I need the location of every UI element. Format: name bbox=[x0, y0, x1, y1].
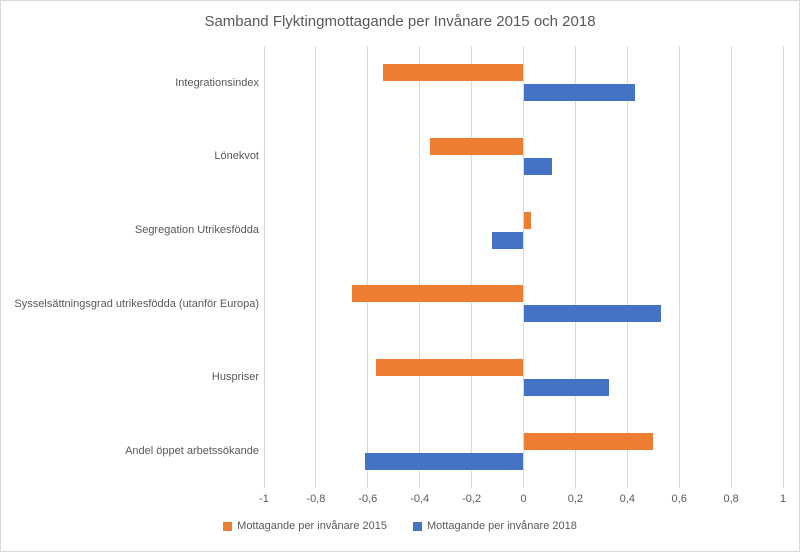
legend-label-2018: Mottagande per invånare 2018 bbox=[427, 520, 577, 532]
legend-swatch-2015-icon bbox=[223, 521, 233, 531]
legend-label-2015: Mottagande per invånare 2015 bbox=[237, 520, 387, 532]
x-tick-label: 0,4 bbox=[619, 493, 635, 505]
x-tick-label: 0,2 bbox=[567, 493, 584, 505]
category-label: Andel öppet arbetssökande bbox=[125, 445, 259, 458]
x-tick-label: -1 bbox=[259, 493, 269, 505]
x-tick-label: 0,8 bbox=[723, 493, 739, 505]
x-tick-label: 1 bbox=[779, 493, 787, 505]
x-axis: -1 -0,8 -0,6 -0,4 -0,2 0 0,2 0,4 0,6 0,8 1 bbox=[259, 493, 787, 509]
legend-item-2018: Mottagande per invånare 2018 bbox=[413, 520, 577, 532]
category-label: Huspriser bbox=[211, 371, 259, 384]
gridline bbox=[523, 46, 524, 488]
bar-row bbox=[264, 414, 783, 488]
bar-mottagande-per-invånare-2015[interactable] bbox=[523, 211, 532, 229]
x-tick-label: -0,8 bbox=[306, 493, 326, 505]
bar-row bbox=[264, 193, 783, 267]
bar-mottagande-per-invånare-2018[interactable] bbox=[523, 157, 553, 175]
category-label: Sysselsättningsgrad utrikesfödda (utanfö… bbox=[14, 297, 259, 310]
x-tick-label: -0,6 bbox=[358, 493, 378, 505]
legend-item-2015: Mottagande per invånare 2015 bbox=[223, 520, 387, 532]
x-tick-label: 0 bbox=[520, 493, 527, 505]
bar-mottagande-per-invånare-2015[interactable] bbox=[352, 285, 524, 303]
x-tick-label: 0,6 bbox=[671, 493, 687, 505]
bar-mottagande-per-invånare-2015[interactable] bbox=[375, 358, 524, 376]
category-label: Integrationsindex bbox=[175, 76, 259, 89]
x-tick-label: -0,4 bbox=[410, 493, 430, 505]
bar-row bbox=[264, 267, 783, 341]
gridline bbox=[730, 46, 732, 488]
bar-mottagande-per-invånare-2018[interactable] bbox=[523, 84, 636, 102]
gridline bbox=[367, 46, 369, 488]
category-axis: Integrationsindex Lönekvot Segregation Utr… bbox=[1, 46, 259, 488]
bar-mottagande-per-invånare-2018[interactable] bbox=[365, 452, 524, 470]
x-tick-label: -0,2 bbox=[462, 493, 482, 505]
gridline bbox=[315, 46, 317, 488]
legend-swatch-2018-icon bbox=[413, 521, 422, 531]
bar-mottagande-per-invånare-2018[interactable] bbox=[492, 231, 524, 249]
gridline bbox=[574, 46, 576, 488]
bar-mottagande-per-invånare-2015[interactable] bbox=[430, 137, 524, 155]
bar-mottagande-per-invånare-2015[interactable] bbox=[383, 64, 524, 82]
gridline bbox=[419, 46, 421, 488]
gridline bbox=[626, 46, 628, 488]
gridline bbox=[263, 46, 265, 488]
bar-mottagande-per-invånare-2015[interactable] bbox=[523, 432, 654, 450]
category-label: Segregation Utrikesfödda bbox=[134, 224, 259, 237]
bar-mottagande-per-invånare-2018[interactable] bbox=[523, 378, 610, 396]
bar-row bbox=[264, 46, 783, 120]
legend: Mottagande per invånare 2015 Mottagande … bbox=[1, 520, 799, 532]
bar-mottagande-per-invånare-2018[interactable] bbox=[523, 305, 662, 323]
plot-area bbox=[263, 46, 784, 488]
bar-row bbox=[264, 120, 783, 194]
chart-title: Samband Flyktingmottagande per Invånare … bbox=[204, 13, 596, 30]
category-label: Lönekvot bbox=[214, 150, 259, 163]
bar-row bbox=[264, 341, 783, 415]
gridline bbox=[471, 46, 473, 488]
gridline bbox=[678, 46, 680, 488]
gridline bbox=[782, 46, 784, 488]
